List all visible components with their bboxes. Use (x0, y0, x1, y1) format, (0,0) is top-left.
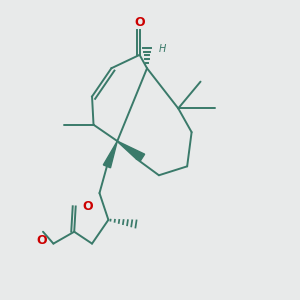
Text: O: O (83, 200, 94, 213)
Text: H: H (159, 44, 166, 54)
Text: O: O (36, 234, 47, 247)
Text: O: O (134, 16, 145, 29)
Polygon shape (103, 141, 117, 168)
Polygon shape (117, 141, 145, 161)
